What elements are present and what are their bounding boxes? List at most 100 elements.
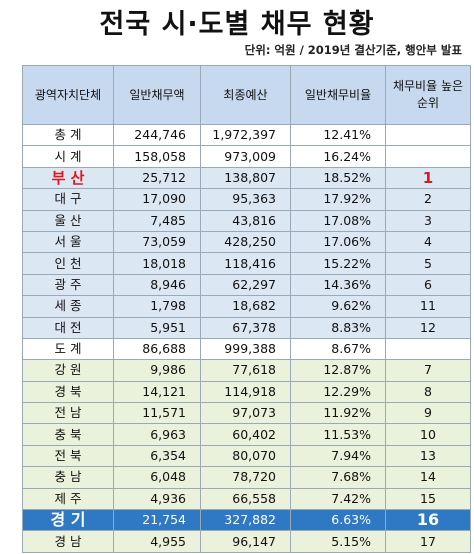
table-cell: 4,955 (113, 530, 201, 553)
column-header: 최종예산 (200, 65, 291, 125)
table-cell: 16 (385, 509, 471, 532)
table-row: 광 주 8,946 62,297 14.36% 6 (22, 273, 471, 297)
table-cell: 25,712 (113, 166, 201, 190)
table-row: 시 계 158,058 973,009 16.24% (22, 145, 471, 168)
table-cell: 강 원 (22, 359, 114, 382)
table-cell: 11,571 (113, 402, 201, 425)
table-cell: 17 (385, 530, 471, 553)
table-cell: 충 북 (22, 423, 114, 446)
table-cell: 7 (385, 359, 471, 382)
table-cell: 12.29% (290, 380, 386, 404)
table-cell: 78,720 (200, 466, 291, 489)
table-cell: 4 (385, 230, 471, 254)
table-row: 도 계 86,688 999,388 8.67% (22, 337, 471, 361)
table-cell: 66,558 (200, 487, 291, 511)
table-cell: 12.87% (290, 359, 386, 382)
table-cell: 95,363 (200, 188, 291, 211)
table-row: 대 구 17,090 95,363 17.92% 2 (22, 188, 471, 211)
table-cell: 14,121 (113, 380, 201, 404)
table-cell: 17.08% (290, 209, 386, 232)
table-cell: 11 (385, 295, 471, 318)
column-header: 채무비율 높은 순위 (385, 65, 471, 125)
table-cell: 6 (385, 273, 471, 297)
table-cell: 충 남 (22, 466, 114, 489)
table-cell: 총 계 (22, 123, 114, 147)
table-cell: 1 (385, 166, 471, 190)
table-cell: 158,058 (113, 145, 201, 168)
table-cell: 11.92% (290, 402, 386, 425)
table-cell: 8 (385, 380, 471, 404)
table-cell: 43,816 (200, 209, 291, 232)
table-row: 총 계 244,746 1,972,397 12.41% (22, 123, 471, 147)
table-row: 강 원 9,986 77,618 12.87% 7 (22, 359, 471, 382)
table-cell: 6,963 (113, 423, 201, 446)
table-cell: 시 계 (22, 145, 114, 168)
column-header: 일반채무액 (113, 65, 201, 125)
table-cell: 전 남 (22, 402, 114, 425)
table-row: 세 종 1,798 18,682 9.62% 11 (22, 295, 471, 318)
table-cell: 6,354 (113, 444, 201, 468)
subtitle: 단위: 억원 / 2019년 결산기준, 행안부 발표 (244, 43, 462, 57)
table-cell: 인 천 (22, 252, 114, 275)
table-cell: 18.52% (290, 166, 386, 190)
table-cell: 대 구 (22, 188, 114, 211)
table-cell: 17.06% (290, 230, 386, 254)
table-cell: 15 (385, 487, 471, 511)
table-row: 충 남 6,048 78,720 7.68% 14 (22, 466, 471, 489)
table-cell: 도 계 (22, 337, 114, 361)
table-cell: 327,882 (200, 509, 291, 532)
title: 전국 시·도별 채무 현황 (99, 9, 375, 40)
table-row: 제 주 4,936 66,558 7.42% 15 (22, 487, 471, 511)
table-cell: 부 산 (22, 166, 114, 190)
table-cell: 7.94% (290, 444, 386, 468)
table-cell: 세 종 (22, 295, 114, 318)
table-cell: 7.42% (290, 487, 386, 511)
table-cell: 16.24% (290, 145, 386, 168)
table-cell: 999,388 (200, 337, 291, 361)
table-cell: 2 (385, 188, 471, 211)
table-cell: 67,378 (200, 316, 291, 339)
table-cell: 86,688 (113, 337, 201, 361)
table-cell: 97,073 (200, 402, 291, 425)
table-cell: 경 남 (22, 530, 114, 553)
table-cell: 8.67% (290, 337, 386, 361)
table-cell: 12.41% (290, 123, 386, 147)
table-cell: 서 울 (22, 230, 114, 254)
table-cell: 6.63% (290, 509, 386, 532)
table-cell: 15.22% (290, 252, 386, 275)
table-cell: 428,250 (200, 230, 291, 254)
table-cell: 3 (385, 209, 471, 232)
table-cell: 5 (385, 252, 471, 275)
table-cell: 울 산 (22, 209, 114, 232)
table-cell: 5.15% (290, 530, 386, 553)
table-cell (385, 337, 471, 361)
table-cell: 14 (385, 466, 471, 489)
table-cell: 114,918 (200, 380, 291, 404)
table-cell: 9.62% (290, 295, 386, 318)
table-cell: 8.83% (290, 316, 386, 339)
table-cell: 경 북 (22, 380, 114, 404)
table-row: 충 북 6,963 60,402 11.53% 10 (22, 423, 471, 446)
table-cell (385, 123, 471, 147)
table-cell: 1,798 (113, 295, 201, 318)
table-cell: 8,946 (113, 273, 201, 297)
table-cell: 14.36% (290, 273, 386, 297)
header-row: 광역자치단체 일반채무액 최종예산 일반채무비율 채무비율 높은 순위 (22, 65, 471, 125)
table-cell: 1,972,397 (200, 123, 291, 147)
table-cell: 5,951 (113, 316, 201, 339)
table-cell: 광 주 (22, 273, 114, 297)
table-row: 전 북 6,354 80,070 7.94% 13 (22, 444, 471, 468)
table-cell: 10 (385, 423, 471, 446)
table-cell: 13 (385, 444, 471, 468)
table-cell (385, 145, 471, 168)
table-cell: 18,682 (200, 295, 291, 318)
debt-table: 광역자치단체 일반채무액 최종예산 일반채무비율 채무비율 높은 순위 총 계 244,7… (22, 65, 471, 553)
table-cell: 77,618 (200, 359, 291, 382)
table-row: 서 울 73,059 428,250 17.06% 4 (22, 230, 471, 254)
table-row: 경 남 4,955 96,147 5.15% 17 (22, 530, 471, 553)
table-cell: 21,754 (113, 509, 201, 532)
table-cell: 18,018 (113, 252, 201, 275)
table-cell: 9,986 (113, 359, 201, 382)
table-cell: 973,009 (200, 145, 291, 168)
